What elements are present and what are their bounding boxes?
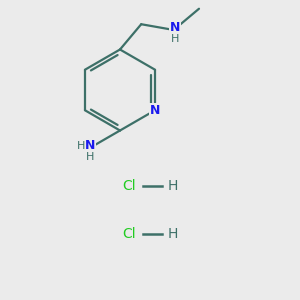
Text: H: H	[167, 179, 178, 193]
Text: H: H	[171, 34, 179, 44]
Text: N: N	[170, 21, 180, 34]
Text: H: H	[77, 140, 85, 151]
Text: N: N	[85, 139, 95, 152]
Text: H: H	[86, 152, 94, 162]
Text: Cl: Cl	[122, 179, 136, 193]
Text: N: N	[150, 104, 160, 117]
Text: H: H	[167, 227, 178, 241]
Text: Cl: Cl	[122, 227, 136, 241]
